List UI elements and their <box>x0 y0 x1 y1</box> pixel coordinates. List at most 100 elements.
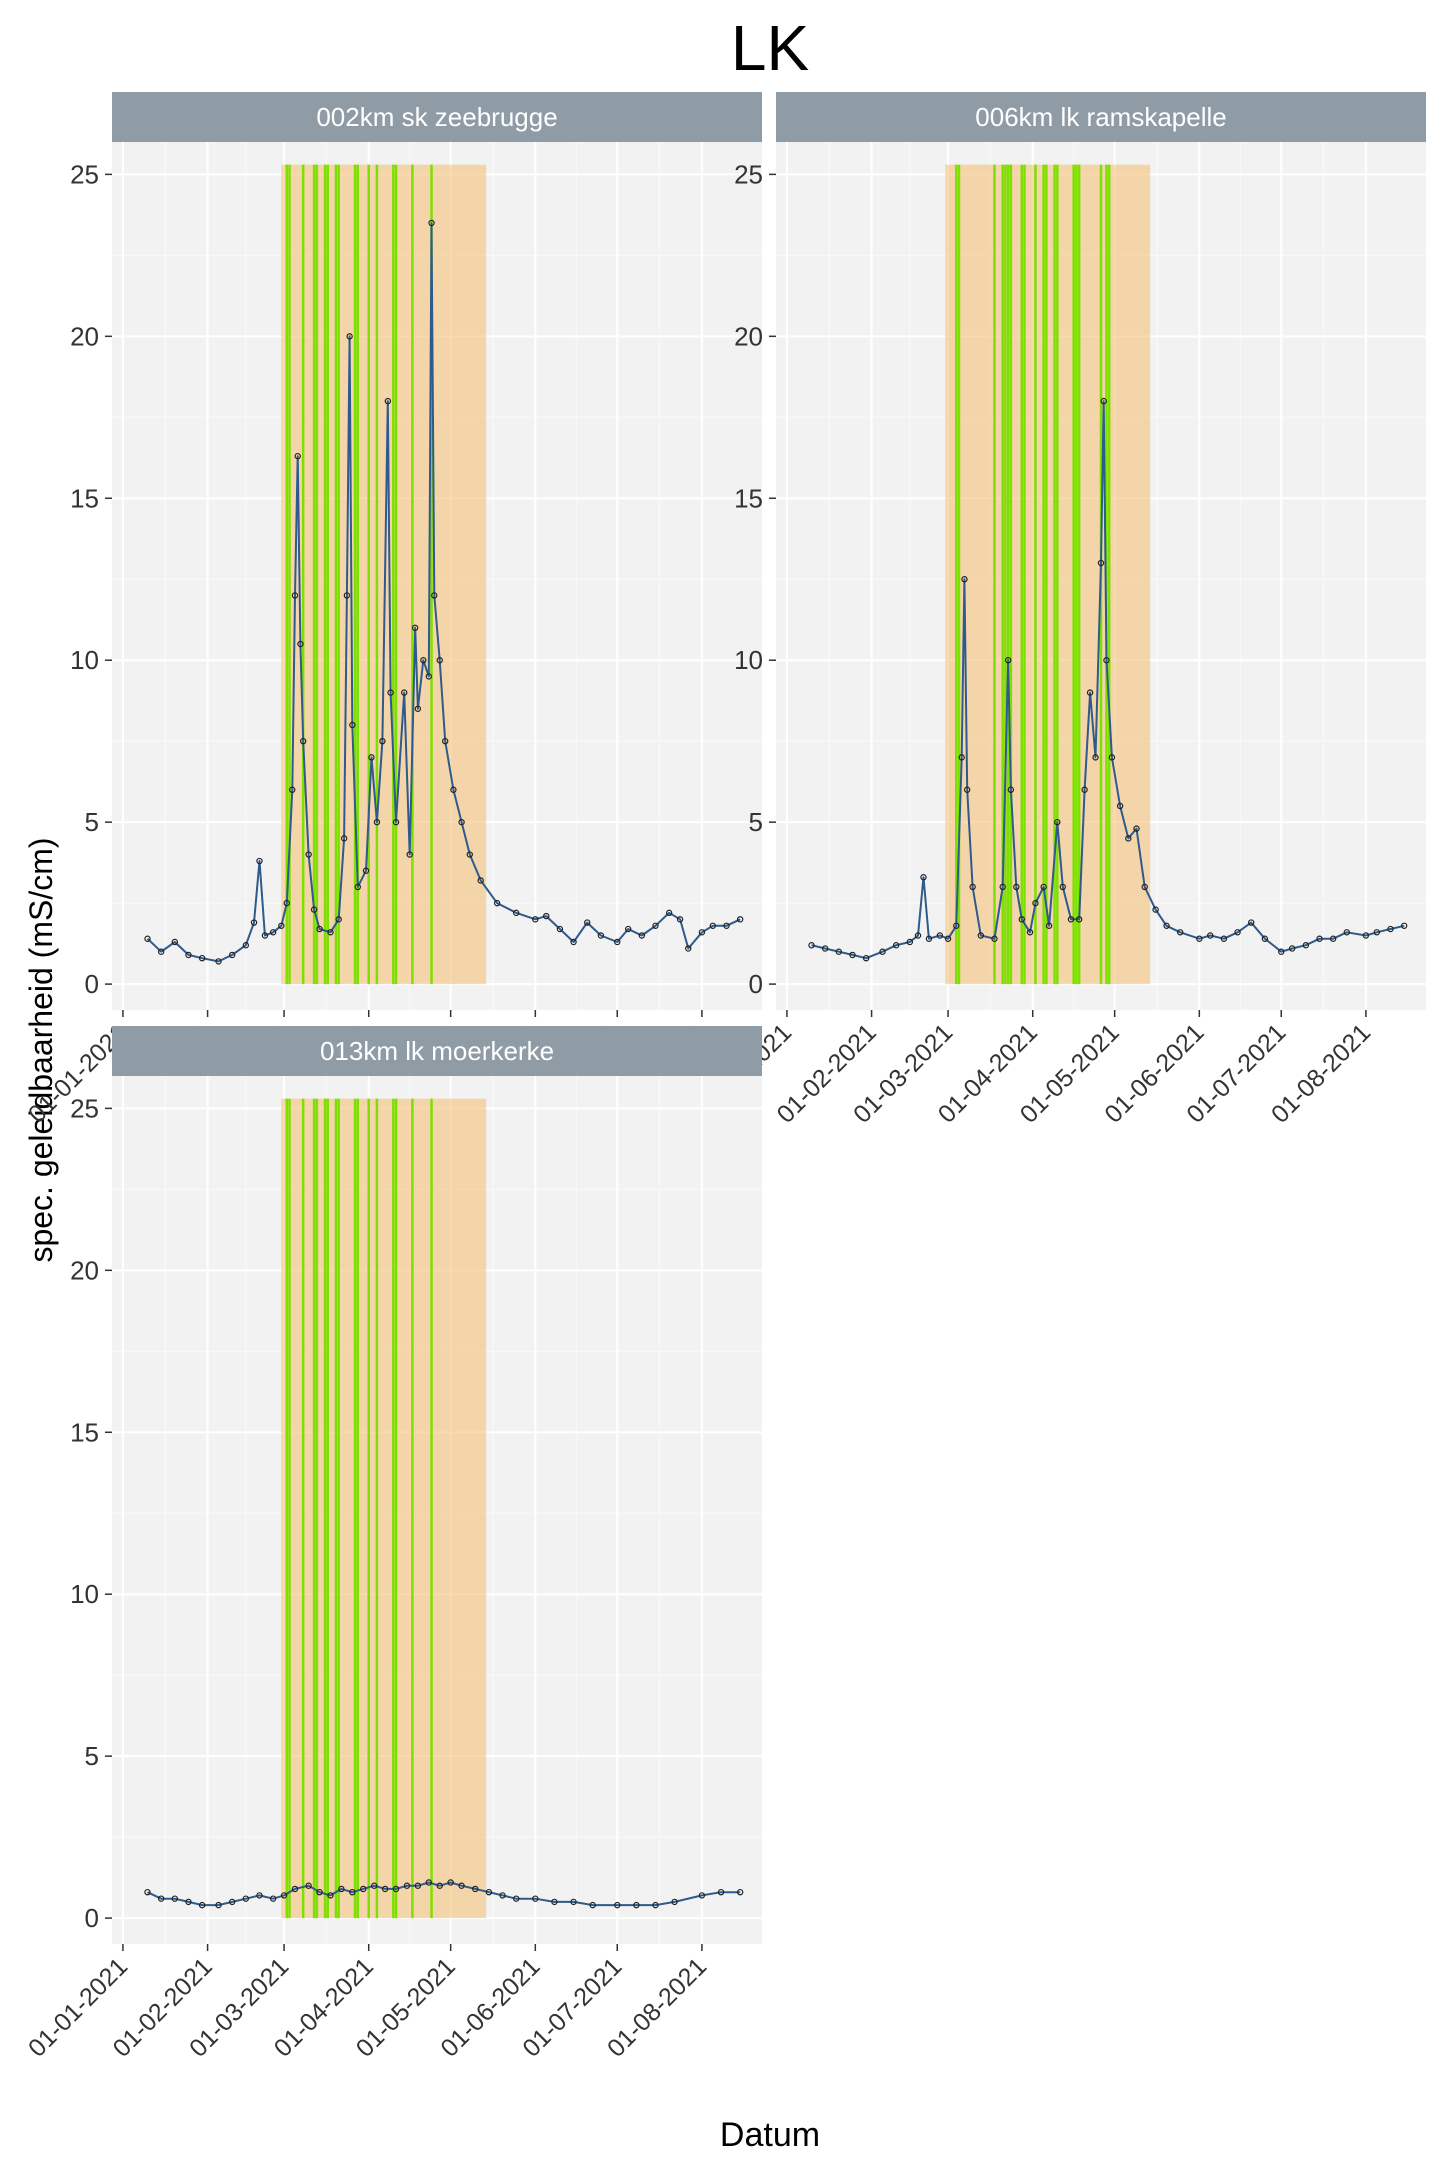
y-tick-label: 10 <box>734 645 763 675</box>
data-point <box>1316 935 1323 942</box>
data-point <box>425 673 433 680</box>
data-point <box>969 883 976 891</box>
data-point <box>1234 929 1241 936</box>
y-tick-label: 20 <box>70 1255 99 1285</box>
data-point <box>513 1895 520 1902</box>
data-point <box>698 1892 706 1899</box>
data-point <box>441 737 449 745</box>
data-point <box>294 452 301 460</box>
y-tick-label: 0 <box>85 1903 99 1933</box>
facet-strip <box>776 92 1426 142</box>
panels: 002km sk zeebrugge051015202501-01-202101… <box>23 92 1426 2063</box>
y-tick-label: 10 <box>70 1579 99 1609</box>
data-point <box>736 916 744 923</box>
data-point <box>291 592 299 599</box>
data-point <box>1054 818 1061 826</box>
data-point <box>614 938 621 946</box>
data-point <box>556 925 564 933</box>
data-point <box>171 1895 179 1902</box>
data-point <box>1026 929 1034 936</box>
data-point <box>1141 883 1148 891</box>
data-point <box>1097 559 1105 567</box>
data-point <box>310 906 318 913</box>
data-point <box>472 1885 479 1893</box>
data-point <box>349 1888 356 1896</box>
data-point <box>958 754 965 761</box>
data-point <box>477 877 484 884</box>
data-point <box>584 919 591 926</box>
data-point <box>543 912 550 920</box>
facet-strip <box>112 92 762 142</box>
data-point <box>493 899 501 907</box>
data-point <box>906 938 914 946</box>
data-point <box>198 954 206 962</box>
data-point <box>1013 883 1020 891</box>
data-point <box>198 1901 206 1909</box>
data-point <box>343 592 351 599</box>
data-point <box>1373 929 1381 936</box>
data-point <box>144 1888 151 1896</box>
data-point <box>228 1898 236 1906</box>
data-point <box>821 945 829 952</box>
facet-panel: 002km sk zeebrugge051015202501-01-202101… <box>23 92 762 1129</box>
data-point <box>406 851 413 858</box>
data-point <box>283 899 290 907</box>
data-point <box>532 916 539 923</box>
data-point <box>360 1885 367 1893</box>
data-point <box>269 929 277 936</box>
y-tick-label: 15 <box>70 1417 99 1447</box>
data-point <box>428 219 435 227</box>
data-point <box>362 867 370 874</box>
data-point <box>914 932 922 939</box>
data-point <box>368 754 375 761</box>
facet-panel: 006km lk ramskapelle051015202501-01-2021… <box>687 92 1426 1129</box>
data-point <box>1152 906 1159 913</box>
data-point <box>1004 657 1012 664</box>
data-point <box>1125 835 1132 842</box>
data-point <box>652 922 659 929</box>
data-point <box>624 925 632 933</box>
data-point <box>370 1882 378 1889</box>
data-point <box>977 932 985 939</box>
data-point <box>1007 786 1015 793</box>
data-point <box>228 951 236 959</box>
facet-strip-label: 002km sk zeebrugge <box>316 102 557 132</box>
data-point <box>1163 922 1170 929</box>
data-point <box>316 1888 323 1896</box>
data-point <box>299 737 307 745</box>
data-point <box>381 1885 389 1893</box>
data-point <box>305 851 312 858</box>
data-point <box>171 938 179 946</box>
data-point <box>665 909 673 917</box>
data-point <box>1059 883 1066 891</box>
data-point <box>215 958 222 965</box>
data-point <box>671 1898 678 1906</box>
data-point <box>570 938 577 946</box>
data-point <box>953 922 960 929</box>
data-point <box>485 1888 493 1896</box>
data-point <box>384 397 392 405</box>
data-point <box>862 954 870 962</box>
data-point <box>458 818 465 826</box>
data-point <box>458 1882 465 1889</box>
y-tick-label: 20 <box>70 321 99 351</box>
data-point <box>379 737 386 745</box>
data-point <box>961 576 968 583</box>
data-point <box>450 786 457 793</box>
data-point <box>338 1885 345 1893</box>
data-point <box>316 925 323 933</box>
data-point <box>1261 935 1269 942</box>
data-point <box>1075 916 1083 923</box>
series-line <box>811 400 1405 960</box>
data-point <box>1108 754 1116 761</box>
facet-strip-label: 006km lk ramskapelle <box>975 102 1226 132</box>
data-point <box>936 932 944 939</box>
y-tick-label: 0 <box>749 969 763 999</box>
y-tick-label: 5 <box>85 807 99 837</box>
y-tick-label: 25 <box>70 159 99 189</box>
data-point <box>297 640 304 648</box>
data-point <box>411 624 419 632</box>
data-point <box>250 919 258 926</box>
data-point <box>1329 935 1337 942</box>
data-point <box>354 883 361 891</box>
